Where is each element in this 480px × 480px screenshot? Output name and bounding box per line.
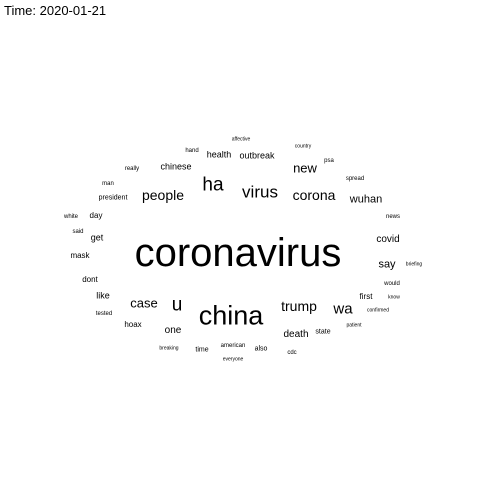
time-title: Time: 2020-01-21 (4, 3, 107, 18)
word-covid: covid (376, 234, 400, 245)
word-spread: spread (345, 176, 365, 182)
word-breaking: breaking (159, 345, 179, 352)
word-white: white (63, 214, 79, 220)
word-briefing: briefing (405, 261, 423, 268)
word-confirmed: confirmed (367, 307, 389, 314)
word-people: people (141, 187, 185, 203)
word-know: know (388, 294, 400, 301)
word-affective: affective (231, 136, 251, 143)
word-day: day (89, 211, 103, 220)
word-tested: tested (95, 311, 113, 317)
word-death: death (283, 329, 309, 340)
word-one: one (164, 325, 182, 336)
word-get: get (90, 232, 104, 243)
word-said: said (72, 229, 84, 235)
word-dont: dont (82, 275, 98, 284)
word-president: president (98, 194, 128, 202)
word-patient: patient (346, 322, 362, 329)
word-everyone: everyone (222, 356, 244, 363)
word-chinese: chinese (160, 161, 192, 172)
word-wuhan: wuhan (349, 193, 383, 206)
word-american: american (220, 343, 246, 349)
word-virus: virus (242, 182, 278, 202)
word-say: say (378, 258, 396, 271)
word-state: state (315, 328, 331, 336)
word-wa: wa (333, 300, 353, 318)
word-man: man (102, 181, 114, 187)
word-first: first (359, 292, 373, 301)
word-outbreak: outbreak (239, 150, 275, 161)
word-also: also (254, 345, 268, 353)
word-case: case (130, 295, 158, 311)
word-health: health (206, 149, 232, 160)
word-news: news (385, 214, 401, 220)
word-would: would (384, 281, 400, 287)
word-ha: ha (202, 174, 224, 196)
word-hoax: hoax (124, 320, 142, 329)
word-china: china (198, 300, 264, 331)
word-trump: trump (281, 298, 317, 314)
word-hand: hand (185, 148, 199, 154)
word-time: time (195, 346, 209, 354)
word-country: country (294, 143, 312, 150)
word-new: new (293, 160, 317, 176)
word-corona: corona (292, 187, 336, 203)
word-u: u (171, 294, 183, 316)
word-like: like (96, 290, 110, 301)
word-coronavirus: coronavirus (134, 231, 342, 275)
word-really: really (124, 166, 140, 172)
word-mask: mask (70, 251, 90, 260)
word-psa: psa (324, 158, 334, 164)
word-cdc: cdc (287, 350, 297, 356)
